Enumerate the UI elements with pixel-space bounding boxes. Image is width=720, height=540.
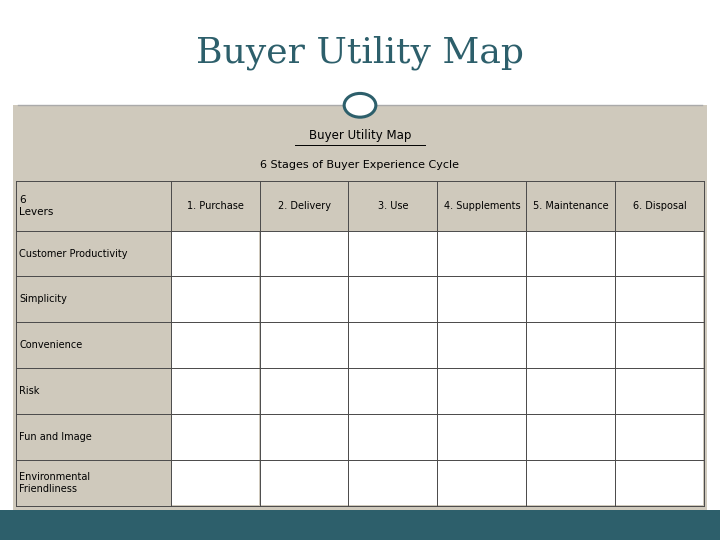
Bar	[261, 415, 348, 460]
Bar	[171, 231, 259, 276]
Bar	[616, 461, 703, 505]
Bar	[616, 323, 703, 368]
Text: 3. Use: 3. Use	[378, 201, 408, 211]
Bar	[438, 277, 526, 322]
Text: Fun and Image: Fun and Image	[19, 432, 92, 442]
Bar	[171, 323, 259, 368]
Text: Convenience: Convenience	[19, 340, 83, 350]
Bar	[616, 415, 703, 460]
Text: Buyer Utility Map: Buyer Utility Map	[196, 36, 524, 70]
Bar	[171, 461, 259, 505]
Bar	[261, 461, 348, 505]
Bar	[13, 105, 707, 510]
Bar	[438, 323, 526, 368]
Bar	[616, 277, 703, 322]
Text: 2. Delivery: 2. Delivery	[277, 201, 330, 211]
Text: 5. Maintenance: 5. Maintenance	[533, 201, 608, 211]
Bar	[0, 510, 720, 540]
Bar	[349, 323, 436, 368]
Bar	[349, 415, 436, 460]
Bar	[438, 231, 526, 276]
Bar	[261, 231, 348, 276]
Bar	[171, 369, 259, 414]
Bar	[261, 277, 348, 322]
Text: Buyer Utility Map: Buyer Utility Map	[309, 129, 411, 141]
Bar	[171, 415, 259, 460]
Bar	[0, 0, 720, 105]
Bar	[349, 369, 436, 414]
Bar	[527, 323, 615, 368]
Bar	[438, 369, 526, 414]
Bar	[527, 461, 615, 505]
Bar	[349, 231, 436, 276]
Bar	[349, 277, 436, 322]
Bar	[349, 461, 436, 505]
Bar	[171, 277, 259, 322]
Text: 6 Stages of Buyer Experience Cycle: 6 Stages of Buyer Experience Cycle	[261, 160, 459, 170]
Bar	[261, 323, 348, 368]
Bar	[261, 369, 348, 414]
Bar	[616, 231, 703, 276]
Bar	[616, 369, 703, 414]
Text: 6. Disposal: 6. Disposal	[633, 201, 687, 211]
Text: 4. Supplements: 4. Supplements	[444, 201, 520, 211]
Text: Environmental
Friendliness: Environmental Friendliness	[19, 472, 91, 494]
Text: Simplicity: Simplicity	[19, 294, 67, 305]
Bar	[527, 369, 615, 414]
Text: Customer Productivity: Customer Productivity	[19, 248, 128, 259]
Bar	[527, 231, 615, 276]
Circle shape	[344, 93, 376, 117]
Text: 6
Levers: 6 Levers	[19, 195, 54, 217]
Text: Risk: Risk	[19, 386, 40, 396]
Bar	[527, 277, 615, 322]
Bar	[438, 415, 526, 460]
Bar	[438, 461, 526, 505]
Text: 1. Purchase: 1. Purchase	[186, 201, 243, 211]
Bar	[527, 415, 615, 460]
